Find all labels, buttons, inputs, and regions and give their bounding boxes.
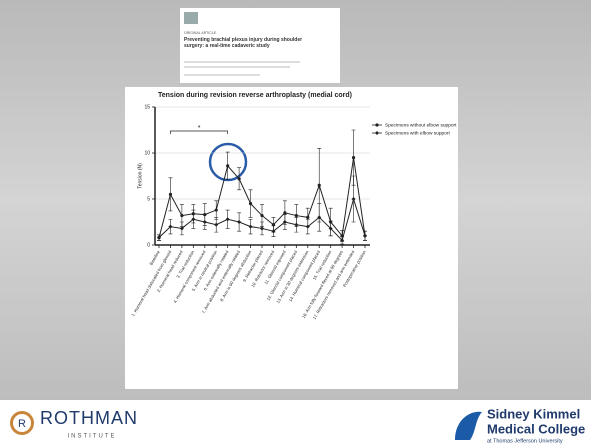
significance-annotation: * <box>198 125 201 132</box>
legend-marker <box>375 123 378 126</box>
y-tick-label: 5 <box>147 196 150 202</box>
skmc-line3: at Thomas Jefferson University <box>487 438 563 444</box>
rothman-name: ROTHMAN <box>40 408 138 428</box>
marker <box>283 211 286 214</box>
marker <box>306 216 309 219</box>
marker <box>352 156 355 159</box>
marker <box>260 214 263 217</box>
rothman-logo-letter: R <box>18 418 26 430</box>
paper-title: Preventing brachial plexus injury during… <box>184 37 304 49</box>
skmc-line2: Medical College <box>487 421 585 436</box>
marker <box>249 202 252 205</box>
skmc-line1: Sidney Kimmel <box>487 406 580 421</box>
page: {"slide": { "paper": {"label": "ORIGINAL… <box>0 0 591 446</box>
marker <box>169 193 172 196</box>
legend-label: Specimens with elbow support <box>385 130 450 136</box>
legend-label: Specimens without elbow support <box>385 122 457 128</box>
rothman-sub: INSTITUTE <box>68 434 117 440</box>
y-tick-label: 0 <box>147 242 150 248</box>
y-tick-label: 15 <box>144 104 150 110</box>
paper-title-box: Preventing brachial plexus injury during… <box>184 37 304 57</box>
marker <box>295 214 298 217</box>
marker <box>318 184 321 187</box>
marker <box>226 164 229 167</box>
paper-label: ORIGINAL ARTICLE <box>184 31 217 35</box>
marker <box>238 177 241 180</box>
y-tick-label: 10 <box>144 150 150 156</box>
paper-logo <box>184 12 198 24</box>
marker <box>180 214 183 217</box>
chart-title: Tension during revision reverse arthropl… <box>158 92 352 99</box>
marker <box>215 208 218 211</box>
slide: ORIGINAL ARTICLE Preventing brachial ple… <box>0 0 591 446</box>
y-axis-label: Tension (N) <box>137 163 143 189</box>
